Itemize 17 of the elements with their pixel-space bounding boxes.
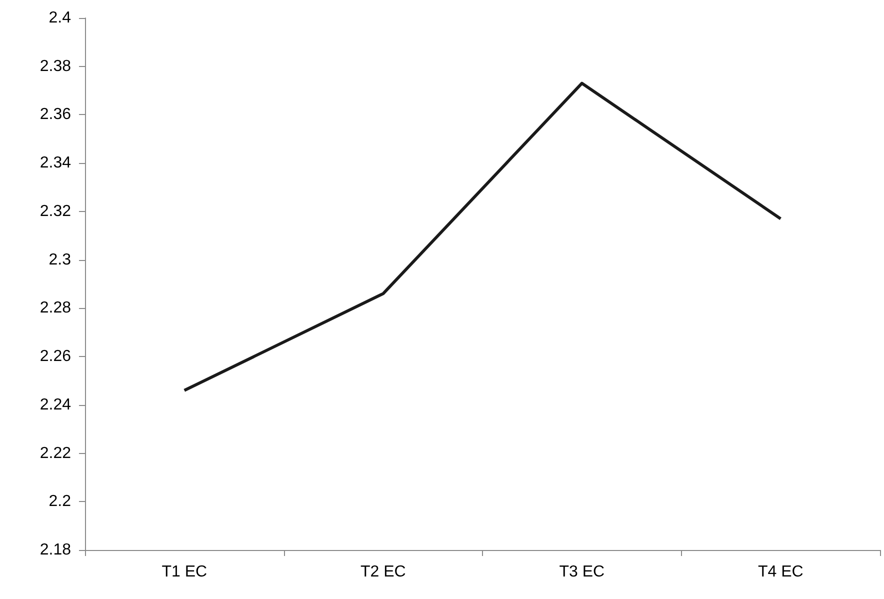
y-tick-label: 2.32 [40, 202, 72, 220]
y-tick-label: 2.28 [40, 300, 72, 317]
x-tick-label: T3 EC [559, 564, 605, 580]
y-tick-label: 2.4 [48, 10, 72, 26]
y-tick-label: 2.36 [40, 106, 72, 124]
x-tick-label: T1 EC [162, 564, 208, 580]
x-tick-label: T2 EC [360, 564, 406, 580]
y-tick-label: 2.3 [48, 251, 72, 268]
y-tick-label: 2.38 [40, 58, 72, 75]
y-tick-label: 2.22 [40, 444, 72, 462]
y-tick-label: 2.26 [40, 348, 72, 366]
y-tick-label: 2.18 [40, 542, 72, 558]
x-tick-label: T4 EC [758, 564, 804, 580]
line-series [182, 82, 782, 392]
y-tick-label: 2.2 [48, 493, 72, 510]
y-tick-label: 2.34 [40, 154, 72, 172]
y-tick-label: 2.24 [40, 396, 72, 414]
